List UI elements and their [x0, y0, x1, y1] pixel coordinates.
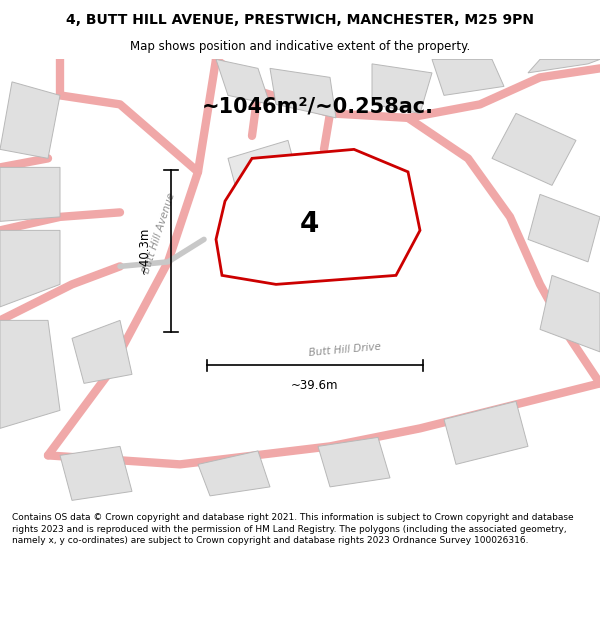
Text: 4: 4 — [299, 209, 319, 238]
Polygon shape — [270, 68, 336, 118]
Polygon shape — [0, 321, 60, 428]
Text: ~1046m²/~0.258ac.: ~1046m²/~0.258ac. — [202, 97, 434, 117]
Polygon shape — [336, 168, 390, 221]
Text: ~40.3m: ~40.3m — [137, 227, 151, 274]
Polygon shape — [228, 141, 300, 203]
Polygon shape — [492, 113, 576, 186]
Polygon shape — [198, 451, 270, 496]
Polygon shape — [0, 82, 60, 158]
Polygon shape — [372, 64, 432, 113]
Text: Map shows position and indicative extent of the property.: Map shows position and indicative extent… — [130, 41, 470, 53]
Polygon shape — [540, 276, 600, 352]
Text: Contains OS data © Crown copyright and database right 2021. This information is : Contains OS data © Crown copyright and d… — [12, 513, 574, 546]
Text: Butt Hill Drive: Butt Hill Drive — [308, 341, 382, 357]
Polygon shape — [444, 401, 528, 464]
Text: ~39.6m: ~39.6m — [291, 379, 339, 392]
Polygon shape — [0, 168, 60, 221]
Polygon shape — [72, 321, 132, 383]
Text: Butt Hill Avenue: Butt Hill Avenue — [141, 191, 177, 274]
Polygon shape — [528, 194, 600, 262]
Text: 4, BUTT HILL AVENUE, PRESTWICH, MANCHESTER, M25 9PN: 4, BUTT HILL AVENUE, PRESTWICH, MANCHEST… — [66, 13, 534, 27]
Polygon shape — [318, 438, 390, 487]
Polygon shape — [60, 446, 132, 501]
Polygon shape — [528, 59, 600, 73]
Polygon shape — [0, 231, 60, 307]
Polygon shape — [432, 59, 504, 96]
Polygon shape — [216, 59, 270, 104]
Polygon shape — [216, 149, 420, 284]
